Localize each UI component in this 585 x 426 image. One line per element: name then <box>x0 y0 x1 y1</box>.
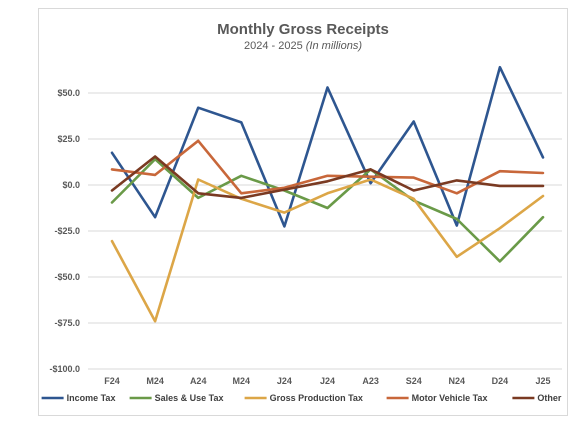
gridlines <box>88 92 562 370</box>
x-tick-label: A24 <box>190 376 207 386</box>
y-tick-label: $25.0 <box>57 134 80 144</box>
x-tick-label: F24 <box>104 376 120 386</box>
chart-title: Monthly Gross Receipts <box>217 21 389 38</box>
chart-subtitle-unit: (In millions) <box>305 40 362 52</box>
y-tick-label: -$100.0 <box>49 364 80 374</box>
legend-item: Gross Production Tax <box>244 393 363 403</box>
x-tick-label: A23 <box>362 376 379 386</box>
legend-label: Other <box>537 393 562 403</box>
chart-subtitle: 2024 - 2025 (In millions) <box>39 40 567 52</box>
x-tick-label: N24 <box>449 376 466 386</box>
x-tick-label: J24 <box>277 376 292 386</box>
legend-label: Income Tax <box>67 393 116 403</box>
x-tick-label: J25 <box>535 376 550 386</box>
legend-item: Sales & Use Tax <box>129 393 224 403</box>
legend-label: Motor Vehicle Tax <box>412 393 488 403</box>
series-line-sales-use-tax <box>110 157 545 263</box>
chart-subtitle-period: 2024 - 2025 <box>243 40 303 52</box>
x-tick-label: J24 <box>320 376 335 386</box>
legend: Income Tax Sales & Use Tax Gross Productio… <box>41 393 562 403</box>
x-tick-label: M24 <box>233 376 251 386</box>
legend-label: Gross Production Tax <box>270 393 363 403</box>
chart-frame: Monthly Gross Receipts 2024 - 2025 (In m… <box>38 8 568 416</box>
series-line-income-tax <box>110 65 545 228</box>
series-line-other <box>110 155 545 200</box>
series-lines <box>110 65 545 323</box>
y-tick-label: -$50.0 <box>54 272 80 282</box>
x-axis-ticks: F24 M24 A24 M24 J24 J24 A23 S24 N24 D24 J25 <box>104 376 550 386</box>
y-axis-ticks: $50.0 $25.0 $0.0 -$25.0 -$50.0 -$75.0 -$100.0 <box>49 88 80 374</box>
legend-item: Income Tax <box>41 393 116 403</box>
series-line-gross-production-tax <box>110 178 545 323</box>
legend-item: Motor Vehicle Tax <box>386 393 488 403</box>
x-tick-label: M24 <box>146 376 164 386</box>
y-tick-label: $0.0 <box>62 180 80 190</box>
legend-label: Sales & Use Tax <box>155 393 224 403</box>
series-line-motor-vehicle-tax <box>110 139 545 195</box>
x-tick-label: D24 <box>492 376 509 386</box>
y-tick-label: -$25.0 <box>54 226 80 236</box>
legend-item: Other <box>512 393 562 403</box>
y-tick-label: $50.0 <box>57 88 80 98</box>
x-tick-label: S24 <box>406 376 422 386</box>
y-tick-label: -$75.0 <box>54 318 80 328</box>
